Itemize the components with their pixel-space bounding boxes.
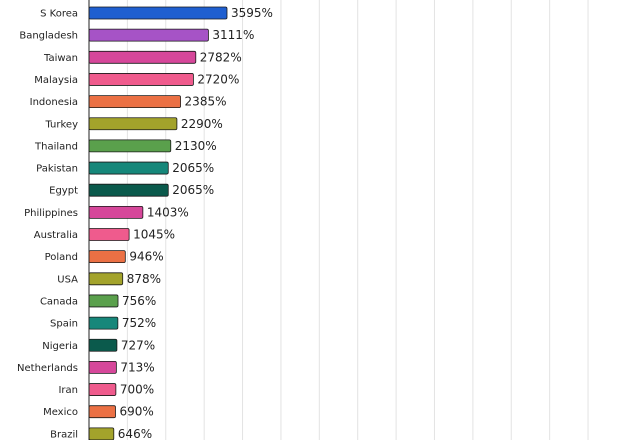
bars: [88, 6, 228, 440]
value-label: 713%: [120, 360, 154, 374]
category-label: Thailand: [34, 141, 78, 152]
value-label: 752%: [122, 316, 156, 330]
value-label: 690%: [119, 405, 153, 419]
value-label: 2385%: [185, 95, 227, 109]
category-label: Indonesia: [30, 97, 78, 108]
bar: [88, 316, 119, 330]
category-label: USA: [57, 274, 78, 285]
bar: [88, 205, 144, 219]
bar: [88, 6, 228, 20]
category-label: Australia: [34, 230, 78, 241]
value-label: 646%: [118, 427, 152, 440]
category-label: Spain: [50, 319, 78, 330]
category-label: Philippines: [24, 208, 78, 219]
category-label: Bangladesh: [19, 31, 78, 42]
value-label: 3595%: [231, 6, 273, 20]
bar: [88, 383, 117, 396]
bar: [88, 405, 116, 419]
value-label: 2065%: [172, 183, 214, 197]
bar: [88, 117, 178, 131]
bar: [88, 183, 169, 197]
value-label: 727%: [121, 338, 155, 352]
value-label: 2782%: [200, 50, 242, 64]
bar: [88, 95, 181, 108]
category-label: Egypt: [49, 186, 78, 197]
bar: [88, 228, 130, 241]
category-label: Canada: [40, 296, 78, 307]
value-label: 2720%: [197, 72, 239, 86]
value-label: 1403%: [147, 205, 189, 219]
bar: [88, 250, 126, 264]
bar: [88, 73, 194, 86]
value-label: 756%: [122, 294, 156, 308]
category-label: Taiwan: [43, 53, 78, 64]
bar: [88, 338, 118, 352]
category-label: Mexico: [43, 407, 78, 418]
category-label: Nigeria: [42, 341, 78, 352]
category-label: Malaysia: [34, 75, 78, 86]
value-label: 700%: [120, 383, 154, 397]
grid-lines: [126, 0, 589, 440]
value-label: 1045%: [133, 228, 175, 242]
category-label: Pakistan: [36, 164, 78, 175]
value-label: 946%: [129, 250, 163, 264]
labels: S Korea 3595% Bangladesh 3111% Taiwan 2782% Ma…: [17, 6, 273, 440]
category-label: Iran: [58, 385, 78, 396]
category-label: Netherlands: [17, 363, 78, 374]
bar: [88, 272, 124, 286]
bar: [88, 50, 197, 64]
category-label: S Korea: [40, 9, 78, 20]
value-label: 2065%: [172, 161, 214, 175]
value-label: 878%: [127, 272, 161, 286]
bar: [88, 161, 169, 175]
bar: [88, 427, 115, 440]
category-label: Turkey: [44, 119, 78, 130]
value-label: 2130%: [175, 139, 217, 153]
bar: [88, 28, 209, 42]
bar: [88, 139, 172, 153]
bar: [88, 294, 119, 308]
category-label: Brazil: [50, 429, 78, 440]
category-label: Poland: [45, 252, 78, 263]
value-label: 2290%: [181, 117, 223, 131]
bar: [88, 360, 117, 374]
value-label: 3111%: [212, 28, 254, 42]
